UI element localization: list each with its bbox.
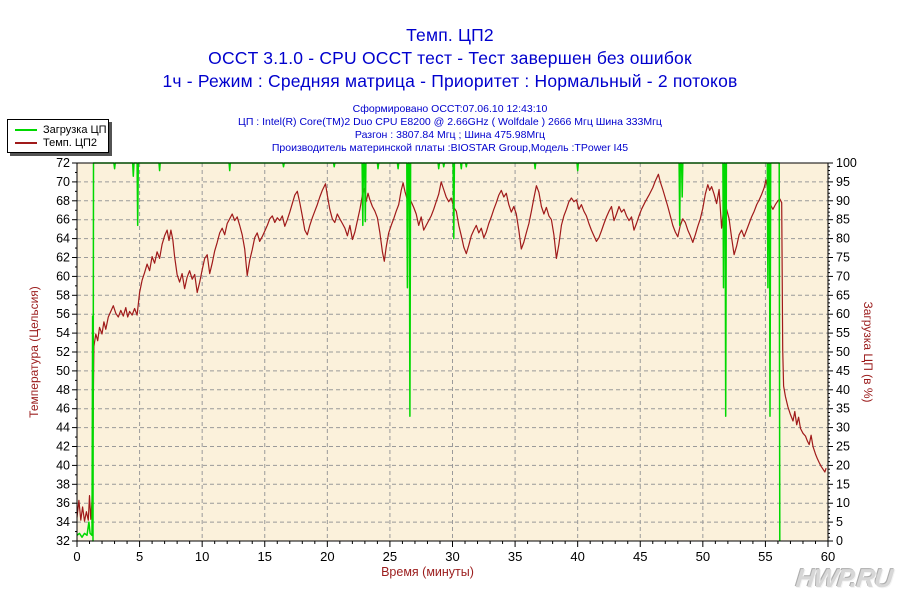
page-subtitle-2: 1ч - Режим : Средняя матрица - Приоритет… xyxy=(162,71,738,91)
svg-text:15: 15 xyxy=(836,477,850,491)
info-overclock: Разгон : 3807.84 Мгц ; Шина 475.98Мгц xyxy=(354,129,546,141)
system-info-block: Сформировано OCCT:07.06.10 12:43:10 ЦП :… xyxy=(0,103,900,155)
svg-text:85: 85 xyxy=(836,213,850,227)
svg-text:36: 36 xyxy=(56,496,70,510)
svg-text:50: 50 xyxy=(56,364,70,378)
load-line-swatch xyxy=(15,128,37,131)
svg-text:60: 60 xyxy=(836,307,850,321)
legend-item-load: Загрузка ЦП xyxy=(8,123,108,136)
svg-text:66: 66 xyxy=(56,213,70,227)
legend: Загрузка ЦП Темп. ЦП2 xyxy=(7,119,109,153)
svg-text:0: 0 xyxy=(836,534,843,548)
svg-text:95: 95 xyxy=(836,175,850,189)
svg-text:52: 52 xyxy=(56,345,70,359)
page-subtitle-1: OCCT 3.1.0 - CPU OCCT тест - Тест заверш… xyxy=(208,48,692,68)
svg-text:56: 56 xyxy=(56,307,70,321)
svg-text:35: 35 xyxy=(508,549,522,564)
x-axis-title: Время (минуты) xyxy=(381,565,474,579)
hwp-watermark: HWP.RU xyxy=(794,563,894,593)
svg-text:55: 55 xyxy=(836,326,850,340)
temp-line-swatch xyxy=(15,141,37,144)
svg-text:68: 68 xyxy=(56,194,70,208)
svg-text:75: 75 xyxy=(836,251,850,265)
svg-text:32: 32 xyxy=(56,534,70,548)
svg-text:44: 44 xyxy=(56,421,70,435)
svg-text:100: 100 xyxy=(836,156,857,170)
svg-text:25: 25 xyxy=(836,440,850,454)
svg-text:40: 40 xyxy=(836,383,850,397)
svg-text:70: 70 xyxy=(56,175,70,189)
svg-text:42: 42 xyxy=(56,440,70,454)
svg-text:90: 90 xyxy=(836,194,850,208)
svg-text:40: 40 xyxy=(56,458,70,472)
info-cpu: ЦП : Intel(R) Core(TM)2 Duo CPU E8200 @ … xyxy=(238,116,662,128)
svg-text:70: 70 xyxy=(836,269,850,283)
svg-text:40: 40 xyxy=(570,549,584,564)
chart-title-block: Темп. ЦП2 OCCT 3.1.0 - CPU OCCT тест - Т… xyxy=(0,24,900,93)
svg-text:30: 30 xyxy=(445,549,459,564)
svg-text:5: 5 xyxy=(836,515,843,529)
legend-label-temp: Темп. ЦП2 xyxy=(43,136,98,149)
svg-text:10: 10 xyxy=(836,496,850,510)
svg-text:55: 55 xyxy=(758,549,772,564)
svg-text:5: 5 xyxy=(136,549,143,564)
svg-text:50: 50 xyxy=(836,345,850,359)
svg-text:0: 0 xyxy=(73,549,80,564)
svg-text:38: 38 xyxy=(56,477,70,491)
svg-text:45: 45 xyxy=(633,549,647,564)
legend-item-temp: Темп. ЦП2 xyxy=(8,136,108,149)
svg-text:15: 15 xyxy=(258,549,272,564)
svg-text:46: 46 xyxy=(56,402,70,416)
info-generated: Сформировано OCCT:07.06.10 12:43:10 xyxy=(352,103,548,115)
svg-text:35: 35 xyxy=(836,402,850,416)
svg-text:20: 20 xyxy=(320,549,334,564)
legend-label-load: Загрузка ЦП xyxy=(43,123,107,136)
svg-text:60: 60 xyxy=(821,549,835,564)
svg-text:30: 30 xyxy=(836,421,850,435)
svg-text:34: 34 xyxy=(56,515,70,529)
svg-text:62: 62 xyxy=(56,251,70,265)
page-title: Темп. ЦП2 xyxy=(406,25,494,45)
svg-text:20: 20 xyxy=(836,458,850,472)
svg-text:50: 50 xyxy=(696,549,710,564)
svg-text:45: 45 xyxy=(836,364,850,378)
right-axis-title: Загрузка ЦП (в %) xyxy=(861,301,875,402)
left-axis-title: Температура (Цельсия) xyxy=(27,286,41,418)
svg-text:58: 58 xyxy=(56,288,70,302)
svg-text:54: 54 xyxy=(56,326,70,340)
info-motherboard: Производитель материнской платы :BIOSTAR… xyxy=(271,142,629,154)
svg-text:48: 48 xyxy=(56,383,70,397)
svg-text:25: 25 xyxy=(383,549,397,564)
svg-text:72: 72 xyxy=(56,156,70,170)
svg-text:65: 65 xyxy=(836,288,850,302)
svg-text:80: 80 xyxy=(836,232,850,246)
svg-text:60: 60 xyxy=(56,269,70,283)
svg-text:10: 10 xyxy=(195,549,209,564)
svg-text:64: 64 xyxy=(56,232,70,246)
